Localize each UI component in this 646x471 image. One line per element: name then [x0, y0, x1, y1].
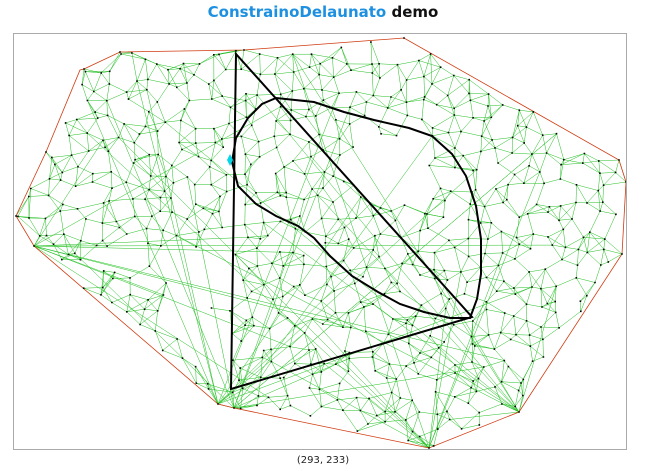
selected-vertex-marker [227, 154, 233, 166]
cursor-coordinates: (293, 233) [296, 455, 350, 466]
mesh-drawing [15, 37, 626, 449]
title-rest: demo [386, 3, 439, 21]
constraint-blob-outline [230, 96, 482, 319]
convex-hull-outline [15, 37, 626, 449]
title-accent: ConstrainoDelaunato [207, 3, 387, 21]
triangulation-canvas[interactable] [13, 33, 627, 450]
app-title: ConstrainoDelaunato demo [0, 2, 646, 22]
